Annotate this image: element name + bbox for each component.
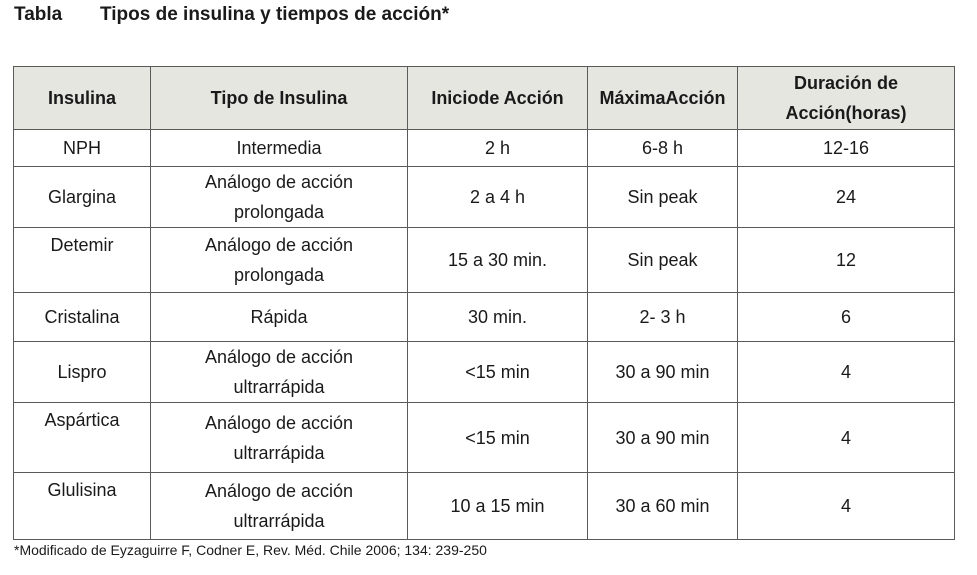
- header-duracion-de-accion: Duración de Acción(horas): [737, 66, 955, 130]
- table-row: Lispro Análogo de acción ultrarrápida <15…: [13, 341, 955, 403]
- table-row: NPH Intermedia 2 h 6-8 h 12-16: [13, 129, 955, 167]
- cell-tipo: Análogo de acción ultrarrápida: [150, 341, 408, 403]
- cell-insulina: Detemir: [13, 227, 151, 293]
- cell-insulina: Aspártica: [13, 402, 151, 473]
- cell-maxima: 30 a 90 min: [587, 341, 738, 403]
- cell-inicio: <15 min: [407, 402, 588, 473]
- cell-insulina: Glargina: [13, 166, 151, 228]
- caption-label: Tabla: [14, 4, 63, 25]
- header-maxima-accion: MáximaAcción: [587, 66, 738, 130]
- footnote: *Modificado de Eyzaguirre F, Codner E, R…: [14, 542, 487, 558]
- cell-tipo: Intermedia: [150, 129, 408, 167]
- table-row: Glargina Análogo de acción prolongada 2 a…: [13, 166, 955, 228]
- cell-insulina: Cristalina: [13, 292, 151, 342]
- table-caption: Tabla Tipos de insulina y tiempos de acci…: [14, 4, 449, 26]
- cell-tipo: Análogo de acción ultrarrápida: [150, 402, 408, 473]
- cell-inicio: 10 a 15 min: [407, 472, 588, 540]
- header-tipo-de-insulina: Tipo de Insulina: [150, 66, 408, 130]
- header-inicio-de-accion: Iniciode Acción: [407, 66, 588, 130]
- cell-inicio: 15 a 30 min.: [407, 227, 588, 293]
- cell-tipo: Análogo de acción prolongada: [150, 227, 408, 293]
- cell-inicio: 30 min.: [407, 292, 588, 342]
- cell-duracion: 24: [737, 166, 955, 228]
- cell-insulina: Glulisina: [13, 472, 151, 540]
- table-header-row: Insulina Tipo de Insulina Iniciode Acció…: [13, 66, 955, 130]
- cell-maxima: 2- 3 h: [587, 292, 738, 342]
- cell-duracion: 12: [737, 227, 955, 293]
- table-row: Glulisina Análogo de acción ultrarrápida …: [13, 472, 955, 540]
- table-row: Cristalina Rápida 30 min. 2- 3 h 6: [13, 292, 955, 342]
- cell-tipo: Análogo de acción ultrarrápida: [150, 472, 408, 540]
- cell-duracion: 6: [737, 292, 955, 342]
- cell-maxima: Sin peak: [587, 166, 738, 228]
- insulin-table: Insulina Tipo de Insulina Iniciode Acció…: [13, 66, 955, 540]
- table-row: Aspártica Análogo de acción ultrarrápida …: [13, 402, 955, 473]
- cell-inicio: 2 h: [407, 129, 588, 167]
- header-insulina: Insulina: [13, 66, 151, 130]
- cell-duracion: 4: [737, 341, 955, 403]
- cell-inicio: <15 min: [407, 341, 588, 403]
- table-row: Detemir Análogo de acción prolongada 15 a…: [13, 227, 955, 293]
- cell-insulina: Lispro: [13, 341, 151, 403]
- cell-duracion: 4: [737, 472, 955, 540]
- cell-insulina: NPH: [13, 129, 151, 167]
- caption-title: Tipos de insulina y tiempos de acción*: [100, 4, 450, 25]
- cell-duracion: 12-16: [737, 129, 955, 167]
- cell-duracion: 4: [737, 402, 955, 473]
- cell-maxima: 30 a 90 min: [587, 402, 738, 473]
- cell-tipo: Rápida: [150, 292, 408, 342]
- cell-maxima: Sin peak: [587, 227, 738, 293]
- cell-maxima: 6-8 h: [587, 129, 738, 167]
- cell-inicio: 2 a 4 h: [407, 166, 588, 228]
- cell-maxima: 30 a 60 min: [587, 472, 738, 540]
- cell-tipo: Análogo de acción prolongada: [150, 166, 408, 228]
